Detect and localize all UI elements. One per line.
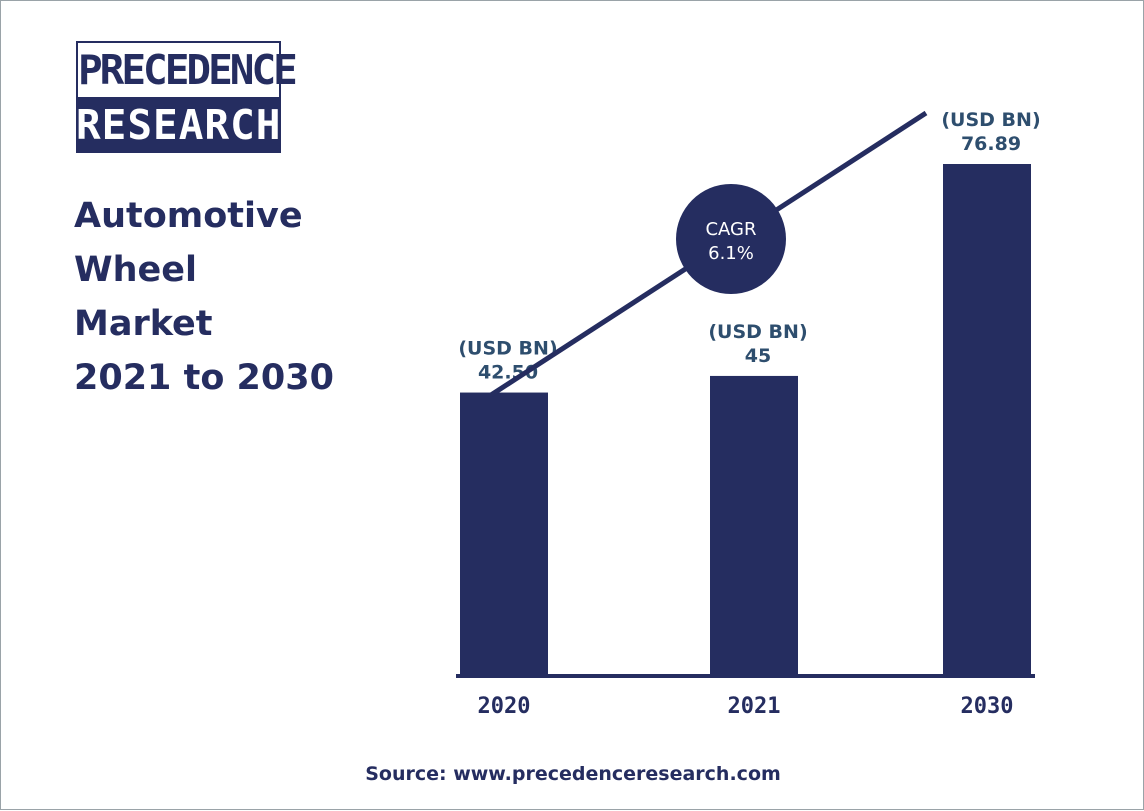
bars-group bbox=[460, 164, 1031, 675]
bar-2021 bbox=[710, 375, 798, 675]
logo-line-2: RESEARCH bbox=[76, 97, 281, 153]
bar-value-label: 45 bbox=[745, 345, 771, 367]
logo-line-1: PRECEDENCE bbox=[76, 41, 298, 99]
x-tick-label: 2030 bbox=[961, 694, 1014, 719]
cagr-label: CAGR bbox=[705, 219, 756, 240]
bar-unit-label: (USD BN) bbox=[458, 338, 557, 360]
cagr-circle bbox=[676, 184, 786, 294]
bar-unit-label: (USD BN) bbox=[708, 321, 807, 343]
bar-value-label: 76.89 bbox=[961, 133, 1021, 155]
bar-unit-label: (USD BN) bbox=[941, 109, 1040, 131]
title-line-3: Market bbox=[74, 304, 213, 344]
data-labels-group: (USD BN)42.50(USD BN)45(USD BN)76.89 bbox=[458, 109, 1040, 384]
bar-value-label: 42.50 bbox=[478, 362, 538, 384]
title-line-4: 2021 to 2030 bbox=[74, 358, 334, 398]
cagr-badge: CAGR 6.1% bbox=[676, 184, 786, 294]
chart-title: Automotive Wheel Market 2021 to 2030 bbox=[74, 189, 374, 405]
bar-2030 bbox=[943, 164, 1031, 675]
x-tick-labels-group: 2020 2021 2030 bbox=[478, 694, 1014, 719]
x-tick-label: 2020 bbox=[478, 694, 531, 719]
title-line-2: Wheel bbox=[74, 250, 197, 290]
bar-2020 bbox=[460, 392, 548, 675]
x-tick-label: 2021 bbox=[728, 694, 781, 719]
precedence-research-logo: PRECEDENCE RESEARCH bbox=[76, 41, 298, 153]
cagr-value: 6.1% bbox=[708, 243, 754, 264]
title-line-1: Automotive bbox=[74, 196, 303, 236]
source-note: Source: www.precedenceresearch.com bbox=[365, 763, 781, 785]
